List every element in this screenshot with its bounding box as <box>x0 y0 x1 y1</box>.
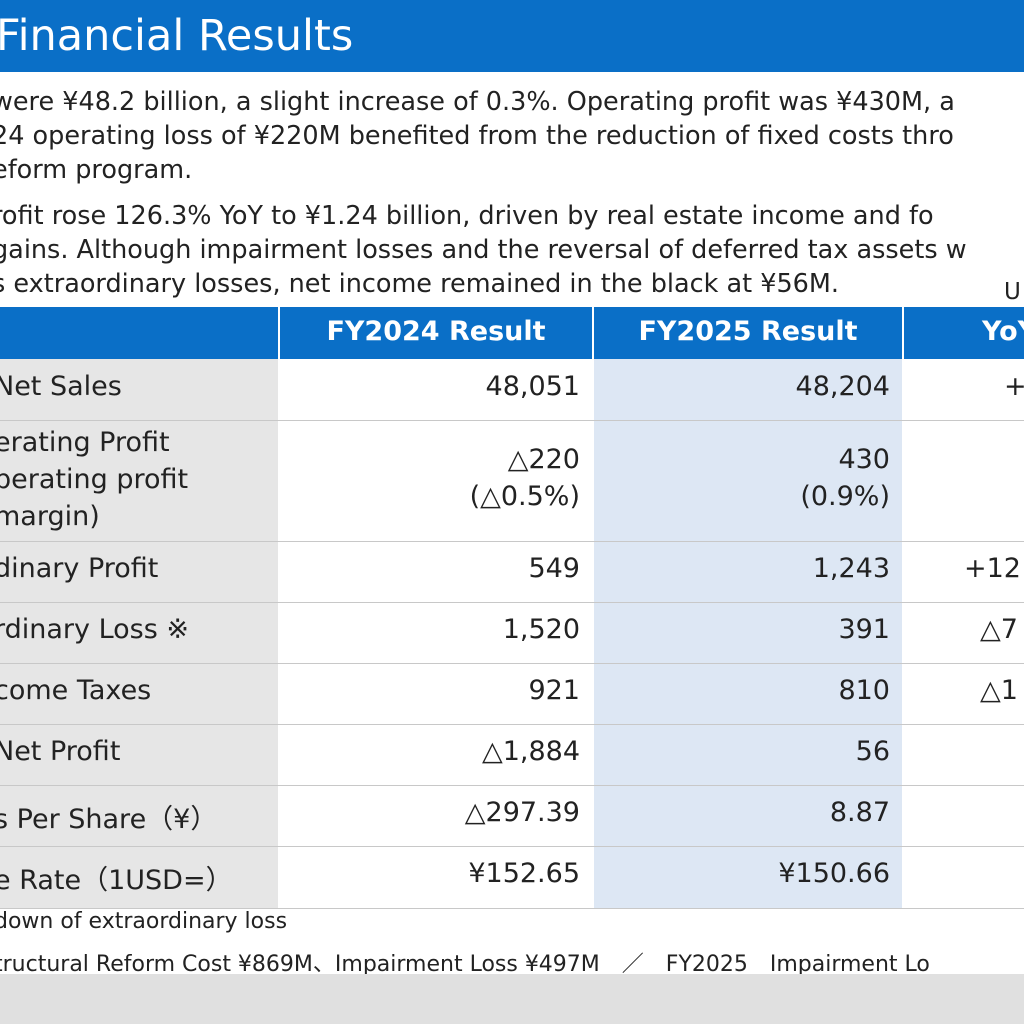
summary-line: s extraordinary losses, net income remai… <box>0 269 840 299</box>
yoy-value: + <box>1004 371 1024 402</box>
footnote-detail: tructural Reform Cost ¥869M、Impairment L… <box>0 952 930 977</box>
row-label: erating Profit perating profit margin) <box>0 427 189 532</box>
row-label: s Per Share（¥） <box>0 804 218 835</box>
table-row-extraordinary-loss: rdinary Loss ※ 1,520 391 △7 <box>0 603 1024 664</box>
fy2025-value: 391 <box>838 614 890 645</box>
header-divider <box>902 307 904 359</box>
table-row-eps: s Per Share（¥） △297.39 8.87 <box>0 786 1024 847</box>
table-row-operating-profit: erating Profit perating profit margin) △… <box>0 421 1024 542</box>
fy2024-value: 921 <box>528 675 580 706</box>
title-bar: Financial Results <box>0 0 1024 72</box>
row-label: come Taxes <box>0 675 152 706</box>
header-fy2024: FY2024 Result <box>326 316 546 347</box>
yoy-value: +12 <box>964 553 1021 584</box>
fy2024-value: 48,051 <box>485 371 580 402</box>
unit-label: U <box>1004 279 1021 305</box>
row-label: Net Sales <box>0 371 122 402</box>
table-row-ordinary-profit: dinary Profit 549 1,243 +12 <box>0 542 1024 603</box>
table-row-net-sales: Net Sales 48,051 48,204 + <box>0 359 1024 421</box>
row-label: rdinary Loss ※ <box>0 614 190 645</box>
summary-line: 24 operating loss of ¥220M benefited fro… <box>0 121 954 151</box>
bottom-band <box>0 974 1024 1024</box>
footnote-title: down of extraordinary loss <box>0 909 288 934</box>
header-yoy: YoY <box>982 316 1024 347</box>
summary-line: rofit rose 126.3% YoY to ¥1.24 billion, … <box>0 201 934 231</box>
fy2025-value: 810 <box>838 675 890 706</box>
fy2024-value: △220 (△0.5%) <box>469 444 580 512</box>
header-fy2025: FY2025 Result <box>638 316 858 347</box>
table-row-exchange-rate: e Rate（1USD=） ¥152.65 ¥150.66 <box>0 847 1024 909</box>
fy2024-value: △1,884 <box>481 736 580 767</box>
summary-line: were ¥48.2 billion, a slight increase of… <box>0 87 955 117</box>
summary-paragraph-1: were ¥48.2 billion, a slight increase of… <box>0 85 955 187</box>
fy2025-value: ¥150.66 <box>778 858 890 889</box>
table-header-row: FY2024 Result FY2025 Result YoY <box>0 307 1024 359</box>
fy2024-value: ¥152.65 <box>468 858 580 889</box>
yoy-value: △7 <box>980 614 1018 645</box>
fy2024-value: 1,520 <box>502 614 580 645</box>
fy2024-value: △297.39 <box>464 797 580 828</box>
summary-line: eform program. <box>0 155 193 185</box>
fy2025-value: 1,243 <box>812 553 890 584</box>
row-label: e Rate（1USD=） <box>0 865 233 896</box>
header-divider <box>592 307 594 359</box>
summary-paragraph-2: rofit rose 126.3% YoY to ¥1.24 billion, … <box>0 199 967 301</box>
fy2025-value: 48,204 <box>795 371 890 402</box>
summary-line: gains. Although impairment losses and th… <box>0 235 967 265</box>
fy2025-value: 8.87 <box>829 797 890 828</box>
table-row-income-taxes: come Taxes 921 810 △1 <box>0 664 1024 725</box>
fy2024-value: 549 <box>528 553 580 584</box>
row-label: dinary Profit <box>0 553 159 584</box>
fy2025-value: 430 (0.9%) <box>800 444 890 512</box>
table-row-net-profit: Net Profit △1,884 56 <box>0 725 1024 786</box>
header-divider <box>278 307 280 359</box>
fy2025-value: 56 <box>855 736 890 767</box>
yoy-value: △1 <box>980 675 1018 706</box>
row-label: Net Profit <box>0 736 121 767</box>
page-title: Financial Results <box>0 11 354 61</box>
